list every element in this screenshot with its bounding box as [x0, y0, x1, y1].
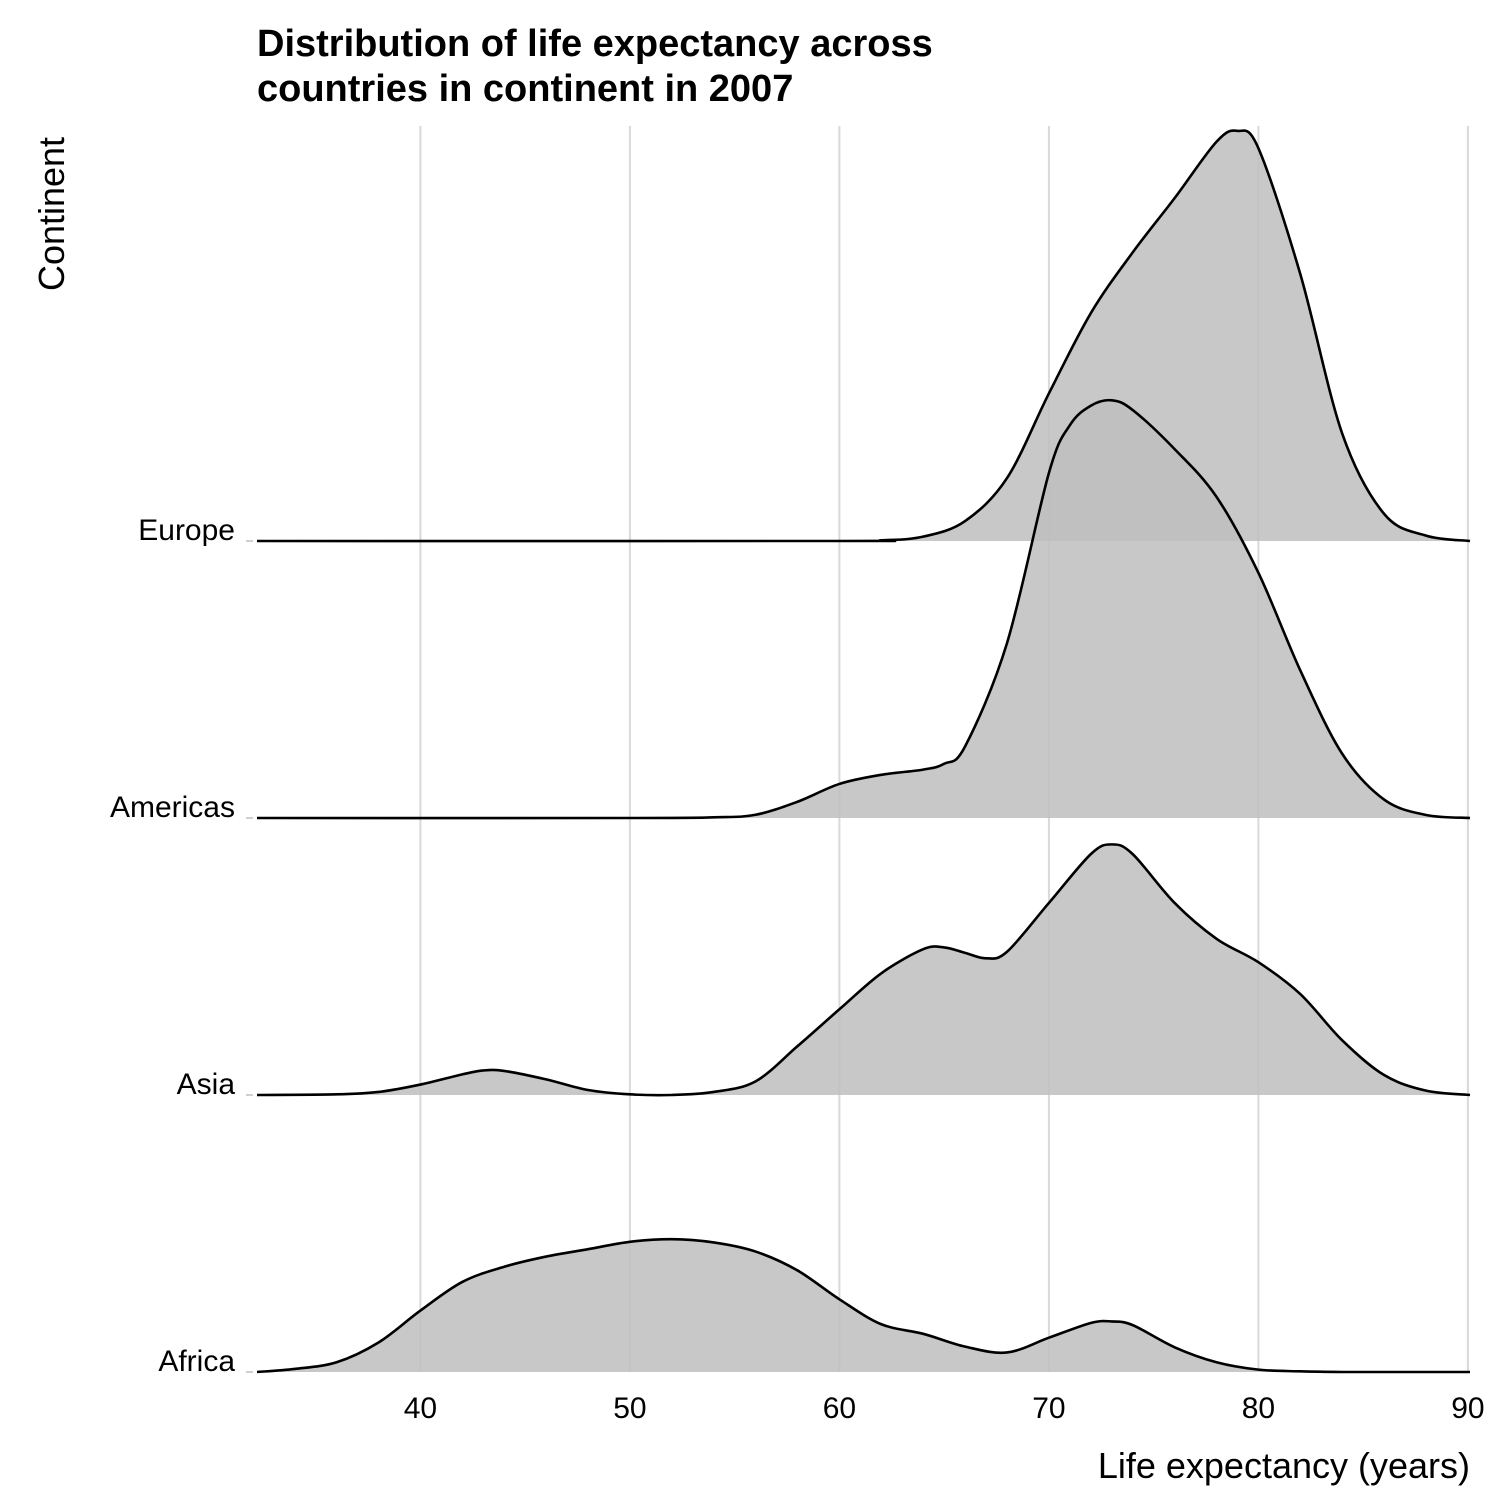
x-axis-title: Life expectancy (years) [1098, 1445, 1470, 1486]
ridge-area-americas [257, 400, 1470, 819]
chart-title-line-1: Distribution of life expectancy across [257, 23, 933, 65]
y-tick-label-americas: Americas [110, 791, 235, 824]
ridge-line-europe [256, 129, 1471, 543]
ridge-area-europe [257, 130, 1470, 542]
y-tick-marks [246, 540, 253, 1373]
ridge-europe [256, 129, 1471, 543]
labels: 40 50 60 70 80 90 Europe Americas Asia Africa [110, 514, 1485, 1425]
ridges [256, 129, 1471, 1374]
x-tick-label-60: 60 [823, 1392, 856, 1425]
x-tick-label-90: 90 [1451, 1392, 1484, 1425]
chart-title-line-2: countries in continent in 2007 [257, 68, 793, 110]
x-tick-label-50: 50 [613, 1392, 646, 1425]
ridge-area-asia [257, 844, 1470, 1096]
y-axis-title: Continent [31, 137, 72, 291]
x-tick-label-40: 40 [404, 1392, 437, 1425]
y-tick-label-asia: Asia [177, 1068, 236, 1101]
ridge-asia [256, 843, 1471, 1097]
y-tick-label-africa: Africa [158, 1345, 235, 1378]
ridge-line-asia [256, 843, 1471, 1097]
ridge-line-americas [256, 398, 1471, 820]
ridge-line-africa [256, 1237, 1470, 1374]
ridge-americas [256, 398, 1471, 820]
ridge-area-africa [257, 1239, 1470, 1373]
ridge-africa [256, 1237, 1470, 1374]
y-tick-label-europe: Europe [138, 514, 235, 547]
x-tick-label-80: 80 [1242, 1392, 1275, 1425]
x-tick-label-70: 70 [1032, 1392, 1065, 1425]
